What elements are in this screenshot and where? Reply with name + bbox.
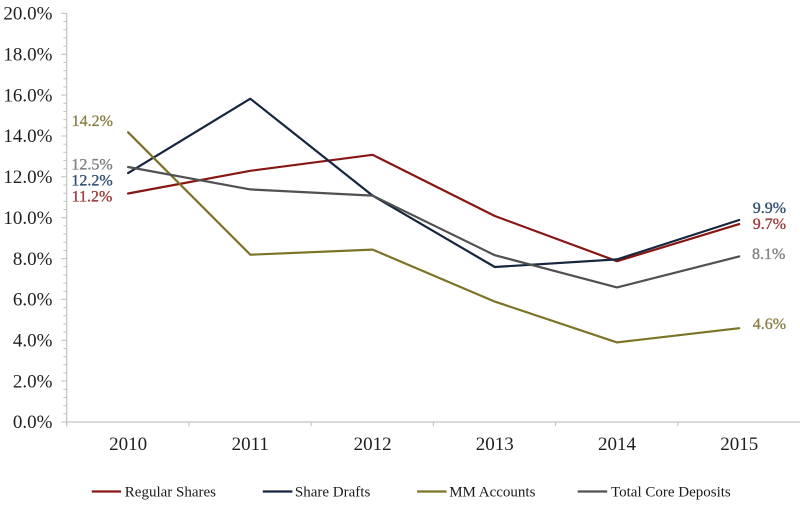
svg-text:2013: 2013 <box>476 434 514 455</box>
svg-text:4.6%: 4.6% <box>753 316 786 333</box>
svg-text:4.0%: 4.0% <box>13 331 53 352</box>
svg-text:Share Drafts: Share Drafts <box>295 484 371 500</box>
svg-text:11.2%: 11.2% <box>72 189 113 206</box>
svg-text:8.0%: 8.0% <box>13 249 53 270</box>
svg-text:10.0%: 10.0% <box>3 208 52 229</box>
svg-text:12.5%: 12.5% <box>71 156 112 173</box>
svg-text:0.0%: 0.0% <box>13 412 53 433</box>
svg-text:2014: 2014 <box>598 434 637 455</box>
svg-text:2011: 2011 <box>232 434 269 455</box>
svg-text:2015: 2015 <box>720 434 758 455</box>
svg-text:20.0%: 20.0% <box>3 4 52 25</box>
svg-text:Regular Shares: Regular Shares <box>125 484 216 500</box>
svg-text:8.1%: 8.1% <box>752 246 785 263</box>
svg-text:14.0%: 14.0% <box>3 126 52 147</box>
svg-text:2010: 2010 <box>109 434 147 455</box>
svg-text:18.0%: 18.0% <box>3 45 52 66</box>
svg-text:2.0%: 2.0% <box>13 371 53 392</box>
svg-text:9.9%: 9.9% <box>753 200 786 217</box>
svg-text:12.2%: 12.2% <box>71 173 112 190</box>
svg-text:14.2%: 14.2% <box>72 113 113 130</box>
svg-text:2012: 2012 <box>354 434 392 455</box>
svg-text:12.0%: 12.0% <box>3 167 52 188</box>
svg-text:16.0%: 16.0% <box>3 85 52 106</box>
svg-text:MM Accounts: MM Accounts <box>449 484 535 500</box>
svg-text:6.0%: 6.0% <box>13 290 53 311</box>
svg-text:Total Core Deposits: Total Core Deposits <box>611 484 731 500</box>
svg-text:9.7%: 9.7% <box>753 216 786 233</box>
